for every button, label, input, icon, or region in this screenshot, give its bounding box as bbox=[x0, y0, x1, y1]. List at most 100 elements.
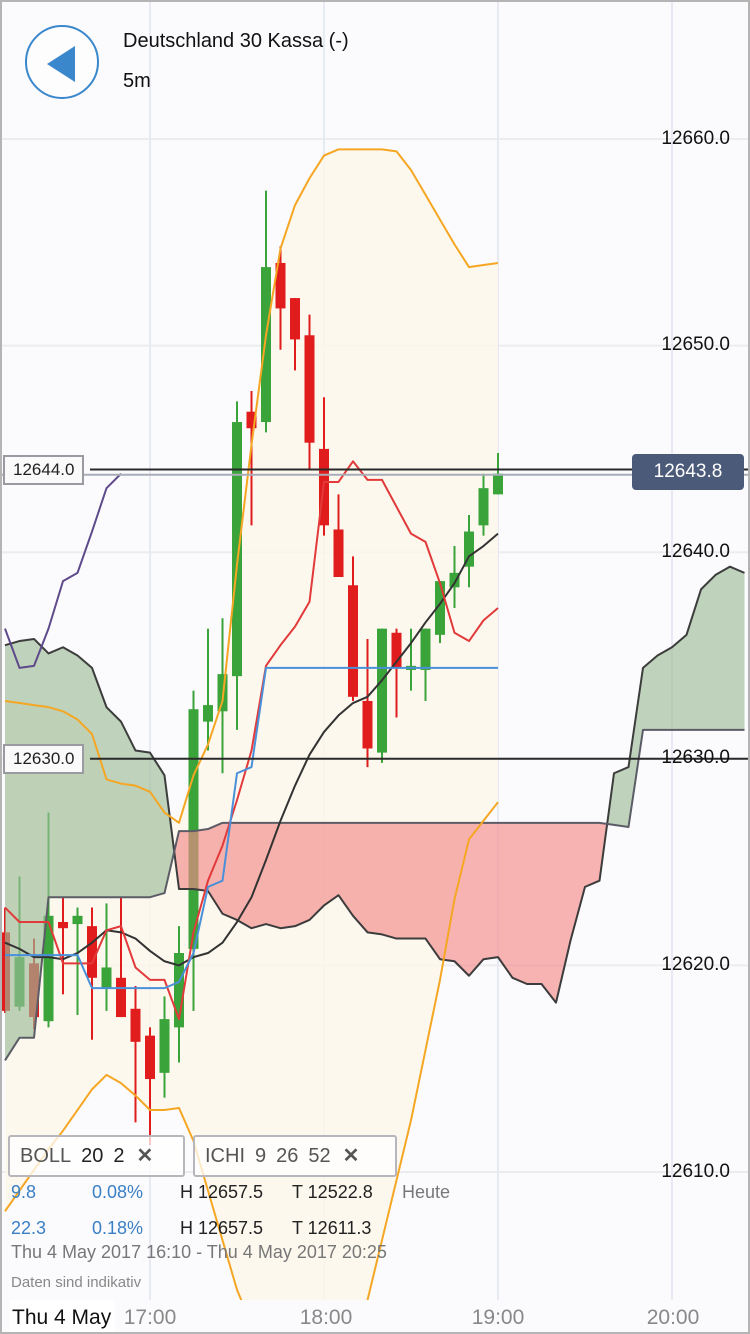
cloud-segment bbox=[338, 822, 353, 916]
cloud-segment bbox=[498, 822, 513, 978]
candle bbox=[290, 298, 300, 371]
cloud-segment bbox=[34, 638, 49, 1038]
bollinger-middle-line bbox=[4, 532, 499, 967]
back-button[interactable] bbox=[25, 25, 99, 99]
stat-change: 22.3 bbox=[11, 1218, 47, 1238]
time-axis-label: 19:00 bbox=[471, 1306, 525, 1329]
time-axis[interactable]: 17:00 18:00 19:00 20:00 Thu 4 May bbox=[0, 1300, 750, 1334]
candle-body bbox=[261, 267, 271, 423]
cloud-segment bbox=[179, 831, 194, 889]
indicator-chip-ichi[interactable]: ICHI 9 26 52 ✕ bbox=[193, 1135, 397, 1177]
stat-percent: 0.08% bbox=[92, 1182, 144, 1202]
cloud-segment bbox=[730, 566, 745, 730]
cloud-segment bbox=[585, 822, 600, 887]
candle bbox=[478, 473, 489, 536]
close-x-icon[interactable]: ✕ bbox=[342, 1145, 360, 1167]
cloud-segment bbox=[628, 667, 643, 827]
interval-label[interactable]: 5m bbox=[123, 70, 151, 92]
candle bbox=[420, 628, 431, 701]
cloud-segment bbox=[309, 822, 324, 920]
candle-body bbox=[362, 700, 373, 749]
date-range: Thu 4 May 2017 16:10 - Thu 4 May 2017 20… bbox=[11, 1242, 387, 1262]
cloud-segment bbox=[469, 822, 484, 976]
cloud-segment bbox=[150, 752, 165, 898]
stat-percent: 0.18% bbox=[92, 1218, 144, 1238]
candle bbox=[130, 986, 141, 1123]
cloud-segment bbox=[208, 822, 223, 914]
candle bbox=[391, 628, 402, 718]
candle-body bbox=[304, 335, 315, 443]
cloud-segment bbox=[454, 822, 469, 976]
cloud-segment bbox=[657, 647, 672, 730]
candle bbox=[333, 494, 344, 577]
candle bbox=[159, 996, 170, 1098]
candle-body bbox=[348, 585, 358, 697]
kijun-sen-line bbox=[5, 666, 498, 990]
candle-body bbox=[420, 628, 431, 670]
candle-body bbox=[449, 572, 460, 588]
cloud-segment bbox=[541, 822, 556, 1003]
candle bbox=[116, 897, 126, 1018]
candle-body bbox=[493, 473, 503, 495]
cloud-segment bbox=[19, 638, 34, 1038]
candle bbox=[261, 190, 271, 433]
cloud-segment bbox=[121, 721, 136, 898]
candle-body bbox=[464, 531, 474, 567]
cloud-segment bbox=[193, 829, 208, 892]
candle bbox=[246, 391, 257, 526]
cloud-segment bbox=[512, 822, 527, 984]
indicator-param: 9 bbox=[255, 1145, 267, 1167]
time-axis-label: 17:00 bbox=[123, 1306, 177, 1329]
candle-body bbox=[232, 422, 242, 677]
candle-body bbox=[101, 967, 112, 989]
senkou-span-b-line bbox=[4, 728, 745, 1061]
candle bbox=[348, 556, 358, 701]
cloud-segment bbox=[483, 822, 498, 960]
candle-body bbox=[116, 977, 126, 1018]
candle-body bbox=[130, 1008, 141, 1042]
close-x-icon[interactable]: ✕ bbox=[136, 1145, 154, 1167]
back-arrow-icon bbox=[47, 46, 75, 82]
cloud-segment bbox=[440, 822, 455, 962]
candle bbox=[101, 903, 112, 1011]
stat-period: Heute bbox=[402, 1182, 451, 1202]
cloud-segment bbox=[556, 822, 571, 1003]
cloud-segment bbox=[715, 566, 730, 730]
candle bbox=[72, 907, 83, 1015]
cloud-segment bbox=[367, 822, 382, 935]
price-axis-label: 12640.0 bbox=[661, 541, 730, 562]
cloud-segment bbox=[527, 822, 542, 984]
candle bbox=[58, 897, 68, 995]
cloud-segment bbox=[614, 767, 629, 827]
cloud-segment bbox=[5, 641, 20, 1061]
current-price-tag: 12643.8 bbox=[632, 454, 744, 490]
senkou-span-a-line bbox=[4, 565, 745, 1004]
candle bbox=[145, 1027, 155, 1146]
cloud-segment bbox=[92, 667, 107, 898]
cloud-segment bbox=[135, 750, 150, 898]
header: Deutschland 30 Kassa (-) 5m bbox=[0, 0, 750, 120]
stat-low: T 12611.3 bbox=[292, 1218, 372, 1238]
cloud-segment bbox=[382, 822, 397, 939]
bollinger-upper-line bbox=[4, 148, 499, 824]
cloud-segment bbox=[164, 775, 175, 894]
bollinger-band-fill bbox=[5, 149, 498, 1326]
indicator-chip-boll[interactable]: BOLL 20 2 ✕ bbox=[8, 1135, 185, 1177]
candle-body bbox=[275, 262, 286, 309]
candle bbox=[449, 546, 460, 608]
bollinger-band-fill-area bbox=[5, 149, 498, 1326]
candle-body bbox=[174, 953, 184, 1028]
indicator-param: 20 bbox=[81, 1145, 104, 1167]
candle-body bbox=[478, 488, 489, 526]
candle bbox=[464, 515, 474, 588]
time-axis-label: 20:00 bbox=[646, 1306, 700, 1329]
horizontal-line-label[interactable]: 12630.0 bbox=[3, 744, 85, 774]
candle bbox=[174, 926, 184, 1063]
horizontal-line-label[interactable]: 12644.0 bbox=[3, 455, 85, 485]
price-axis-label: 12620.0 bbox=[661, 954, 730, 975]
price-axis-label: 12650.0 bbox=[661, 334, 730, 355]
cloud-segment bbox=[570, 822, 585, 941]
ichimoku-cloud bbox=[5, 566, 745, 1061]
indicator-name: BOLL bbox=[20, 1145, 72, 1167]
